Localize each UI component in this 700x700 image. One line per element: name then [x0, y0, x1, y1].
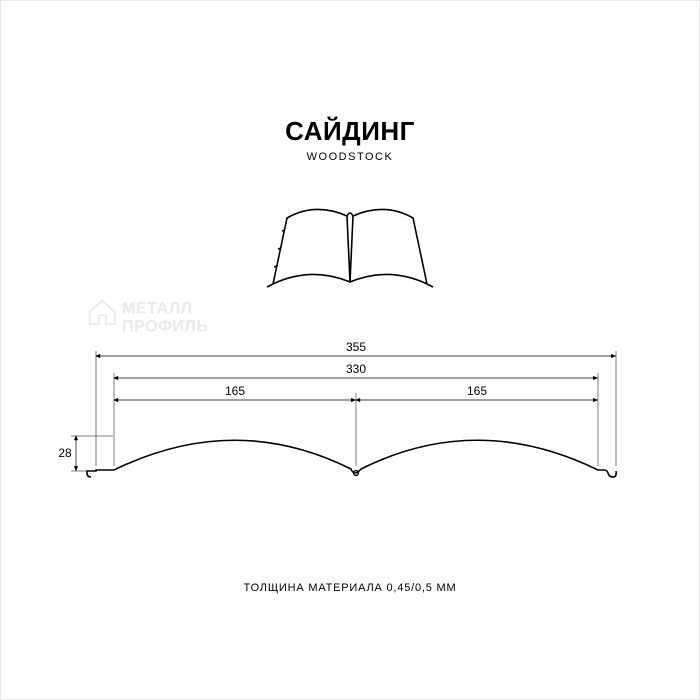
- dim-355-label: 355: [346, 340, 366, 354]
- main-title: САЙДИНГ: [1, 116, 699, 147]
- iso-left-panel: [273, 209, 350, 284]
- dim-28-label: 28: [58, 446, 72, 460]
- iso-right-panel: [350, 209, 427, 284]
- profile-path: [87, 440, 616, 477]
- iso-view: [1, 186, 699, 301]
- section-drawing: 355 330 165 165 28: [1, 331, 699, 516]
- iso-ridge: [347, 213, 353, 216]
- title-block: САЙДИНГ WOODSTOCK: [1, 116, 699, 163]
- footer-note: ТОЛЩИНА МАТЕРИАЛА 0,45/0,5 ММ: [1, 582, 699, 594]
- watermark-text-1: МЕТАЛЛ: [122, 299, 192, 317]
- section-svg: 355 330 165 165 28: [1, 331, 700, 511]
- iso-svg: [255, 186, 445, 296]
- sub-title: WOODSTOCK: [1, 151, 699, 163]
- dim-165l-label: 165: [225, 384, 245, 398]
- iso-right-flange: [427, 284, 433, 287]
- watermark-logo: [90, 301, 115, 324]
- dim-330-label: 330: [346, 362, 366, 376]
- dim-165r-label: 165: [467, 384, 487, 398]
